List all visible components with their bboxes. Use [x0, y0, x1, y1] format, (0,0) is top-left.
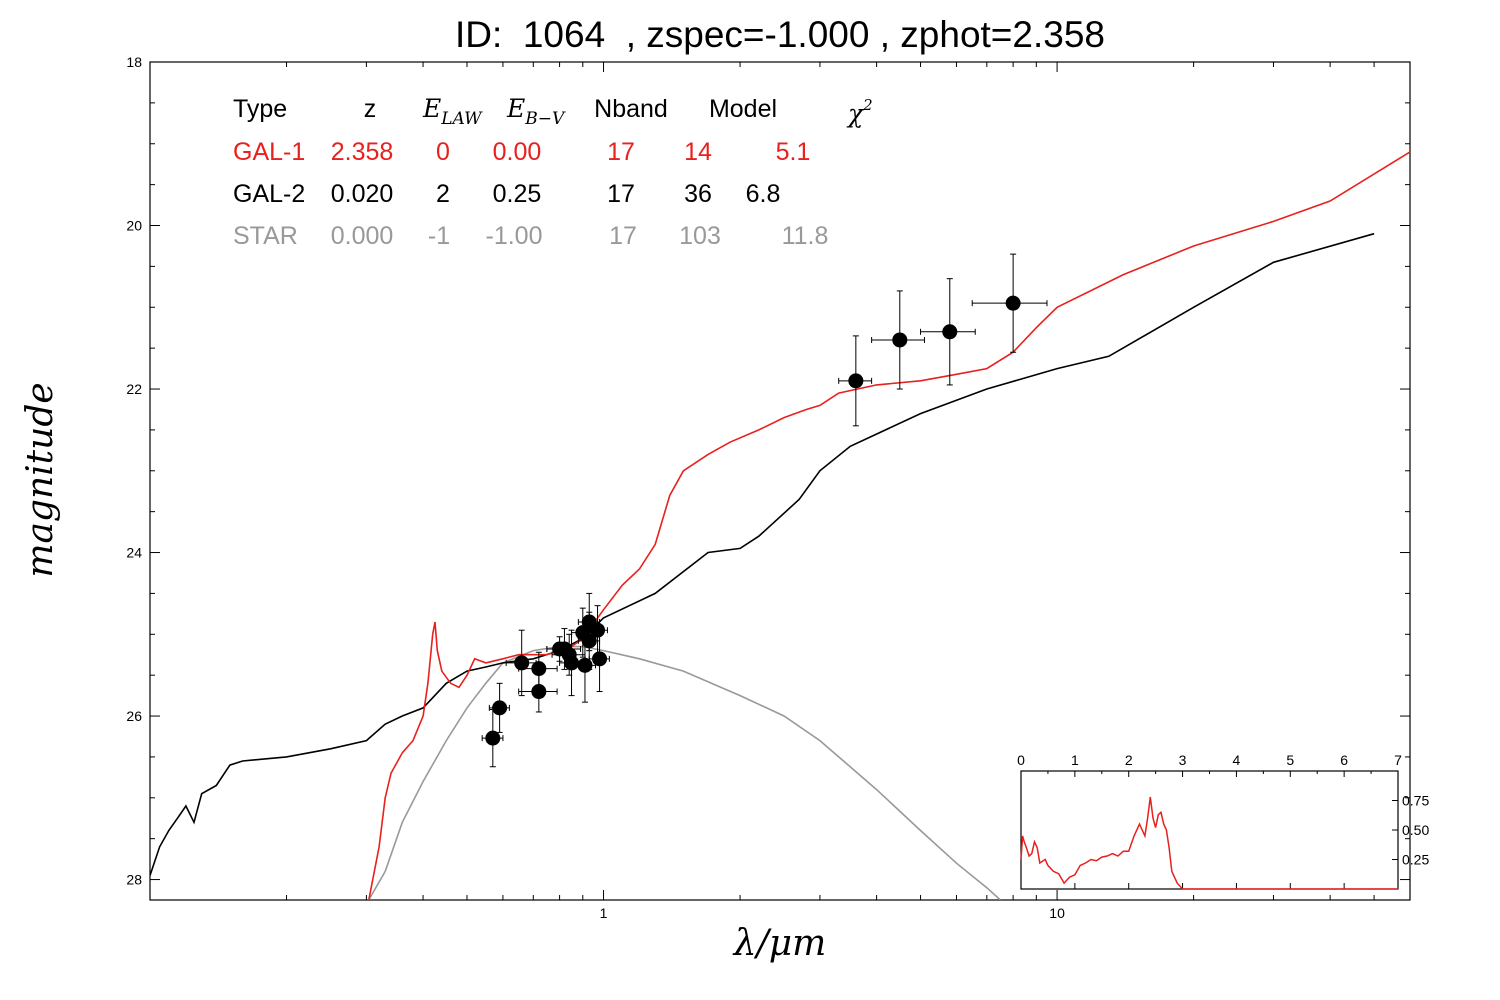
- legend-gal-1-type: GAL-1: [233, 138, 305, 166]
- legend-gal-2-z: 0.020: [331, 180, 394, 208]
- legend-header-type: Type: [233, 95, 287, 123]
- inset-x-tick-label: 0: [1017, 752, 1025, 768]
- x-tick-label: 1: [600, 905, 608, 921]
- photometry-point: [871, 290, 925, 390]
- photometry-point: [481, 709, 504, 768]
- pdf-line: [1020, 796, 1398, 890]
- legend-gal-2-chi2: 6.8: [746, 180, 781, 208]
- photometry-marker: [531, 661, 547, 677]
- legend-gal-1-z: 2.358: [331, 138, 394, 166]
- legend-gal-2-ebv: 0.25: [493, 180, 542, 208]
- series-line-gal-2: [150, 232, 1375, 876]
- photometry-marker: [592, 651, 608, 667]
- legend-gal-2-nband: 17: [607, 180, 635, 208]
- photometry-point: [505, 629, 537, 697]
- photometry-marker: [514, 655, 530, 671]
- photometry-marker: [564, 655, 580, 671]
- pdf-inset: 0 1 2 3 4 5 6 7 0.25 0.50 0.75: [1017, 752, 1429, 890]
- x-tick-label: 10: [1049, 905, 1065, 921]
- y-tick-label: 18: [126, 54, 142, 70]
- legend-header-model: Model: [709, 95, 777, 123]
- legend-gal-2-type: GAL-2: [233, 180, 305, 208]
- inset-y-tick-label: 0.50: [1402, 822, 1429, 838]
- legend-gal-1-elaw: 0: [436, 138, 450, 166]
- photometry-marker: [892, 332, 908, 348]
- inset-x-tick-label: 2: [1125, 752, 1133, 768]
- photometry-marker: [531, 684, 547, 700]
- legend-star-z: 0.000: [331, 222, 394, 250]
- y-tick-label: 26: [126, 708, 142, 724]
- series-line-star: [367, 645, 1001, 900]
- inset-x-tick-label: 4: [1233, 752, 1241, 768]
- photometry-point: [838, 335, 873, 427]
- photometry-marker: [577, 657, 593, 673]
- legend-gal-2-elaw: 2: [436, 180, 450, 208]
- chart-title: ID: 1064 , zspec=-1.000 , zphot=2.358: [455, 14, 1105, 55]
- inset-x-tick-label: 6: [1340, 752, 1348, 768]
- legend-star-ebv: -1.00: [486, 222, 543, 250]
- photometry-marker: [590, 622, 606, 638]
- photometry-marker: [1005, 295, 1021, 311]
- legend-gal-1-model: 14: [684, 138, 712, 166]
- y-tick-label: 22: [126, 381, 142, 397]
- y-tick-label: 28: [126, 872, 142, 888]
- inset-x-tick-label: 1: [1071, 752, 1079, 768]
- photometry-marker: [942, 324, 958, 340]
- y-tick-label: 24: [126, 545, 142, 561]
- photometry-point: [559, 629, 584, 697]
- inset-y-tick-label: 0.25: [1402, 852, 1429, 868]
- photometry-point: [920, 278, 976, 386]
- legend-gal-1-chi2: 5.1: [776, 138, 811, 166]
- x-axis-label: λ/μm: [732, 923, 826, 964]
- legend-gal-1-ebv: 0.00: [493, 138, 542, 166]
- photometry-point: [488, 682, 510, 733]
- y-axis-label: magnitude: [20, 382, 61, 577]
- photometry-marker: [485, 730, 501, 746]
- legend-gal-2-model: 36: [684, 180, 712, 208]
- legend-star-model: 103: [679, 222, 721, 250]
- photometry-marker: [492, 700, 508, 716]
- photometry-marker: [848, 373, 864, 389]
- photometry-point: [518, 670, 558, 713]
- plot-frame: [149, 61, 1411, 901]
- legend-star-nband: 17: [609, 222, 637, 250]
- legend-star-chi2: 11.8: [782, 222, 829, 250]
- series-line-gal-1: [367, 151, 1410, 900]
- legend-star-type: STAR: [233, 222, 298, 250]
- inset-x-tick-label: 3: [1179, 752, 1187, 768]
- photometry-point: [971, 253, 1048, 353]
- legend-header-z: z: [364, 95, 377, 123]
- inset-y-tick-label: 0.75: [1402, 793, 1429, 809]
- inset-x-tick-label: 5: [1286, 752, 1294, 768]
- photometry-point: [588, 625, 610, 693]
- legend-star-elaw: -1: [428, 222, 450, 250]
- legend-header-nband: Nband: [594, 95, 668, 123]
- inset-x-tick-label: 7: [1394, 752, 1402, 768]
- series-group: [150, 151, 1410, 900]
- legend-gal-1-nband: 17: [607, 138, 635, 166]
- y-tick-label: 20: [126, 218, 142, 234]
